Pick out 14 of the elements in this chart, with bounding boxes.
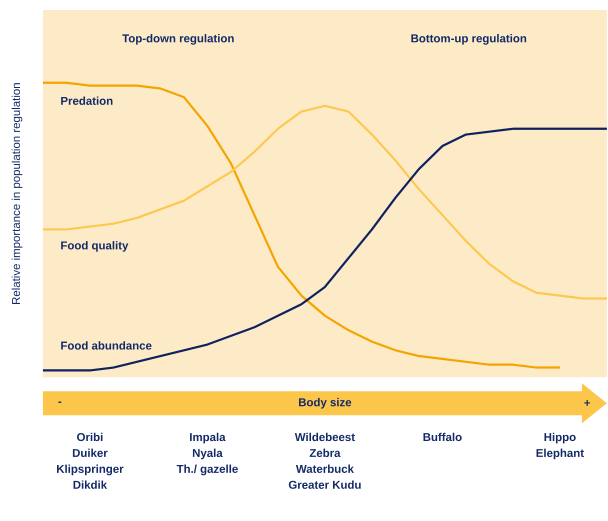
text: + [584, 400, 590, 406]
y-axis-title: Relative importance in population regulation [12, 83, 22, 304]
x-tick-label: Wildebeest Zebra Waterbuck Greater Kudu [288, 432, 361, 489]
series-label: Predation [61, 96, 112, 105]
x-tick-label: Hippo Elephant [536, 432, 584, 460]
x-tick-label: Buffalo [423, 432, 462, 442]
x-tick-label: Impala Nyala Th./ gazelle [176, 432, 238, 476]
text: Top-down regulation [122, 34, 234, 45]
text: - [58, 402, 62, 403]
series-label: Food quality [61, 241, 128, 252]
series-label: Food abundance [61, 341, 152, 350]
x-tick-label: Oribi Duiker Klipspringer Dikdik [57, 432, 124, 489]
text: Bottom-up regulation [411, 34, 526, 45]
x-axis-title: Body size [298, 398, 352, 409]
